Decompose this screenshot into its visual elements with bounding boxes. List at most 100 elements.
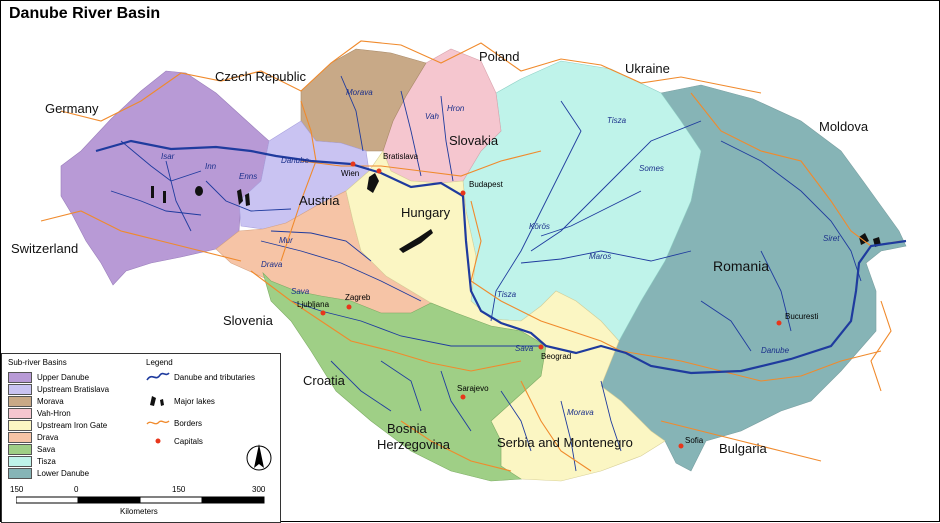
capital-symbol-icon: [155, 438, 161, 444]
river-tisza-n: Tisza: [607, 116, 627, 125]
city-zagreb: Zagreb: [345, 293, 371, 302]
label-switzerland: Switzerland: [11, 241, 78, 256]
basin-swatch: [8, 384, 32, 395]
basin-legend-item: Upstream Bratislava: [8, 384, 109, 395]
legend-panel: Sub-river Basins Upper Danube Upstream Br…: [1, 353, 281, 523]
basin-legend-item: Morava: [8, 396, 64, 407]
lake-chiemsee: [195, 186, 203, 196]
river-koros: Körös: [529, 222, 550, 231]
scale-tick-0: 150: [10, 485, 24, 494]
basin-legend-label: Upstream Iron Gate: [37, 421, 108, 430]
scale-tick-2: 150: [172, 485, 186, 494]
major-lakes: [151, 173, 881, 253]
lake-ammersee: [151, 186, 154, 198]
basin-swatch: [8, 372, 32, 383]
lake-balaton: [399, 229, 433, 253]
city-bucuresti: Bucuresti: [785, 312, 819, 321]
river-drava: Drava: [261, 260, 283, 269]
capital-budapest: [460, 190, 466, 196]
basin-legend-item: Tisza: [8, 456, 56, 467]
basin-legend-item: Upper Danube: [8, 372, 89, 383]
basin-legend-label: Tisza: [37, 457, 56, 466]
label-serbia: Serbia and Montenegro: [497, 435, 633, 450]
north-arrow-icon: [246, 444, 272, 471]
basin-legend-item: Vah-Hron: [8, 408, 71, 419]
river-sava-w: Sava: [291, 287, 310, 296]
river-danube-w: Danube: [281, 156, 310, 165]
river-morava-s: Morava: [567, 408, 594, 417]
basin-legend-label: Upstream Bratislava: [37, 385, 110, 394]
city-ljubljana: Ljubljana: [297, 300, 330, 309]
river-somes: Somes: [639, 164, 664, 173]
lake-salzkammergut: [237, 189, 250, 206]
river-labels: Morava Vah Hron Tisza Danube Isar Inn En…: [161, 88, 840, 417]
capital-markers: [320, 161, 782, 449]
river-vah: Vah: [425, 112, 439, 121]
city-bratislava: Bratislava: [383, 152, 419, 161]
city-budapest: Budapest: [469, 180, 504, 189]
basin-swatch: [8, 444, 32, 455]
river-siret: Siret: [823, 234, 840, 243]
danube-main-stem: [95, 139, 907, 375]
capital-wien: [350, 161, 356, 167]
lake-delta: [859, 233, 881, 247]
basin-legend-label: Drava: [37, 433, 59, 442]
map-title: Danube River Basin: [9, 5, 161, 22]
label-slovenia: Slovenia: [223, 313, 274, 328]
basin-swatch: [8, 408, 32, 419]
river-mur: Mur: [279, 236, 293, 245]
city-wien: Wien: [341, 169, 359, 178]
label-slovakia: Slovakia: [449, 133, 499, 148]
scale-bar: [16, 496, 265, 504]
river-morava-n: Morava: [346, 88, 373, 97]
basin-legend-item: Sava: [8, 444, 55, 455]
capital-beograd: [538, 344, 544, 350]
capital-sofia: [678, 443, 684, 449]
tributary-rivers: [110, 75, 862, 472]
legend-lakes: Major lakes: [146, 394, 215, 408]
legend-capitals: Capitals: [146, 434, 203, 448]
legend-title: Legend: [146, 358, 173, 367]
river-symbol-icon: [146, 372, 170, 381]
capital-sarajevo: [460, 394, 466, 400]
border-symbol-icon: [146, 420, 170, 425]
scale-unit: Kilometers: [120, 507, 158, 516]
label-romania: Romania: [713, 258, 769, 274]
capital-zagreb: [346, 304, 352, 310]
basin-legend-label: Sava: [37, 445, 56, 454]
label-moldova: Moldova: [819, 119, 869, 134]
basin-legend-label: Vah-Hron: [37, 409, 71, 418]
borders: [40, 40, 902, 472]
basin-swatch: [8, 420, 32, 431]
label-herzegovina: Herzegovina: [377, 437, 451, 452]
river-hron: Hron: [447, 104, 465, 113]
legend-capitals-label: Capitals: [174, 436, 203, 446]
lake-starnberg: [163, 191, 166, 203]
legend-rivers: Danube and tributaries: [146, 370, 255, 384]
basin-swatch: [8, 396, 32, 407]
label-czech: Czech Republic: [215, 69, 307, 84]
basin-swatch: [8, 456, 32, 467]
basin-legend-label: Morava: [37, 397, 64, 406]
legend-borders: Borders: [146, 416, 202, 430]
label-bosnia: Bosnia: [387, 421, 428, 436]
capital-labels: Wien Bratislava Budapest Ljubljana Zagre…: [297, 152, 819, 445]
scale-tick-3: 300: [252, 485, 266, 494]
river-tisza-s: Tisza: [497, 290, 517, 299]
capital-bucuresti: [776, 320, 782, 326]
lake-neusiedl: [367, 173, 379, 193]
river-maros: Maros: [589, 252, 611, 261]
label-austria: Austria: [299, 193, 340, 208]
river-isar: Isar: [161, 152, 175, 161]
basin-legend-label: Lower Danube: [37, 469, 90, 478]
city-beograd: Beograd: [541, 352, 571, 361]
scale-tick-1: 0: [74, 485, 79, 494]
basin-swatch: [8, 468, 32, 479]
label-germany: Germany: [45, 101, 99, 116]
river-danube-e: Danube: [761, 346, 790, 355]
city-sofia: Sofia: [685, 436, 704, 445]
basin-legend-item: Upstream Iron Gate: [8, 420, 107, 431]
city-sarajevo: Sarajevo: [457, 384, 489, 393]
